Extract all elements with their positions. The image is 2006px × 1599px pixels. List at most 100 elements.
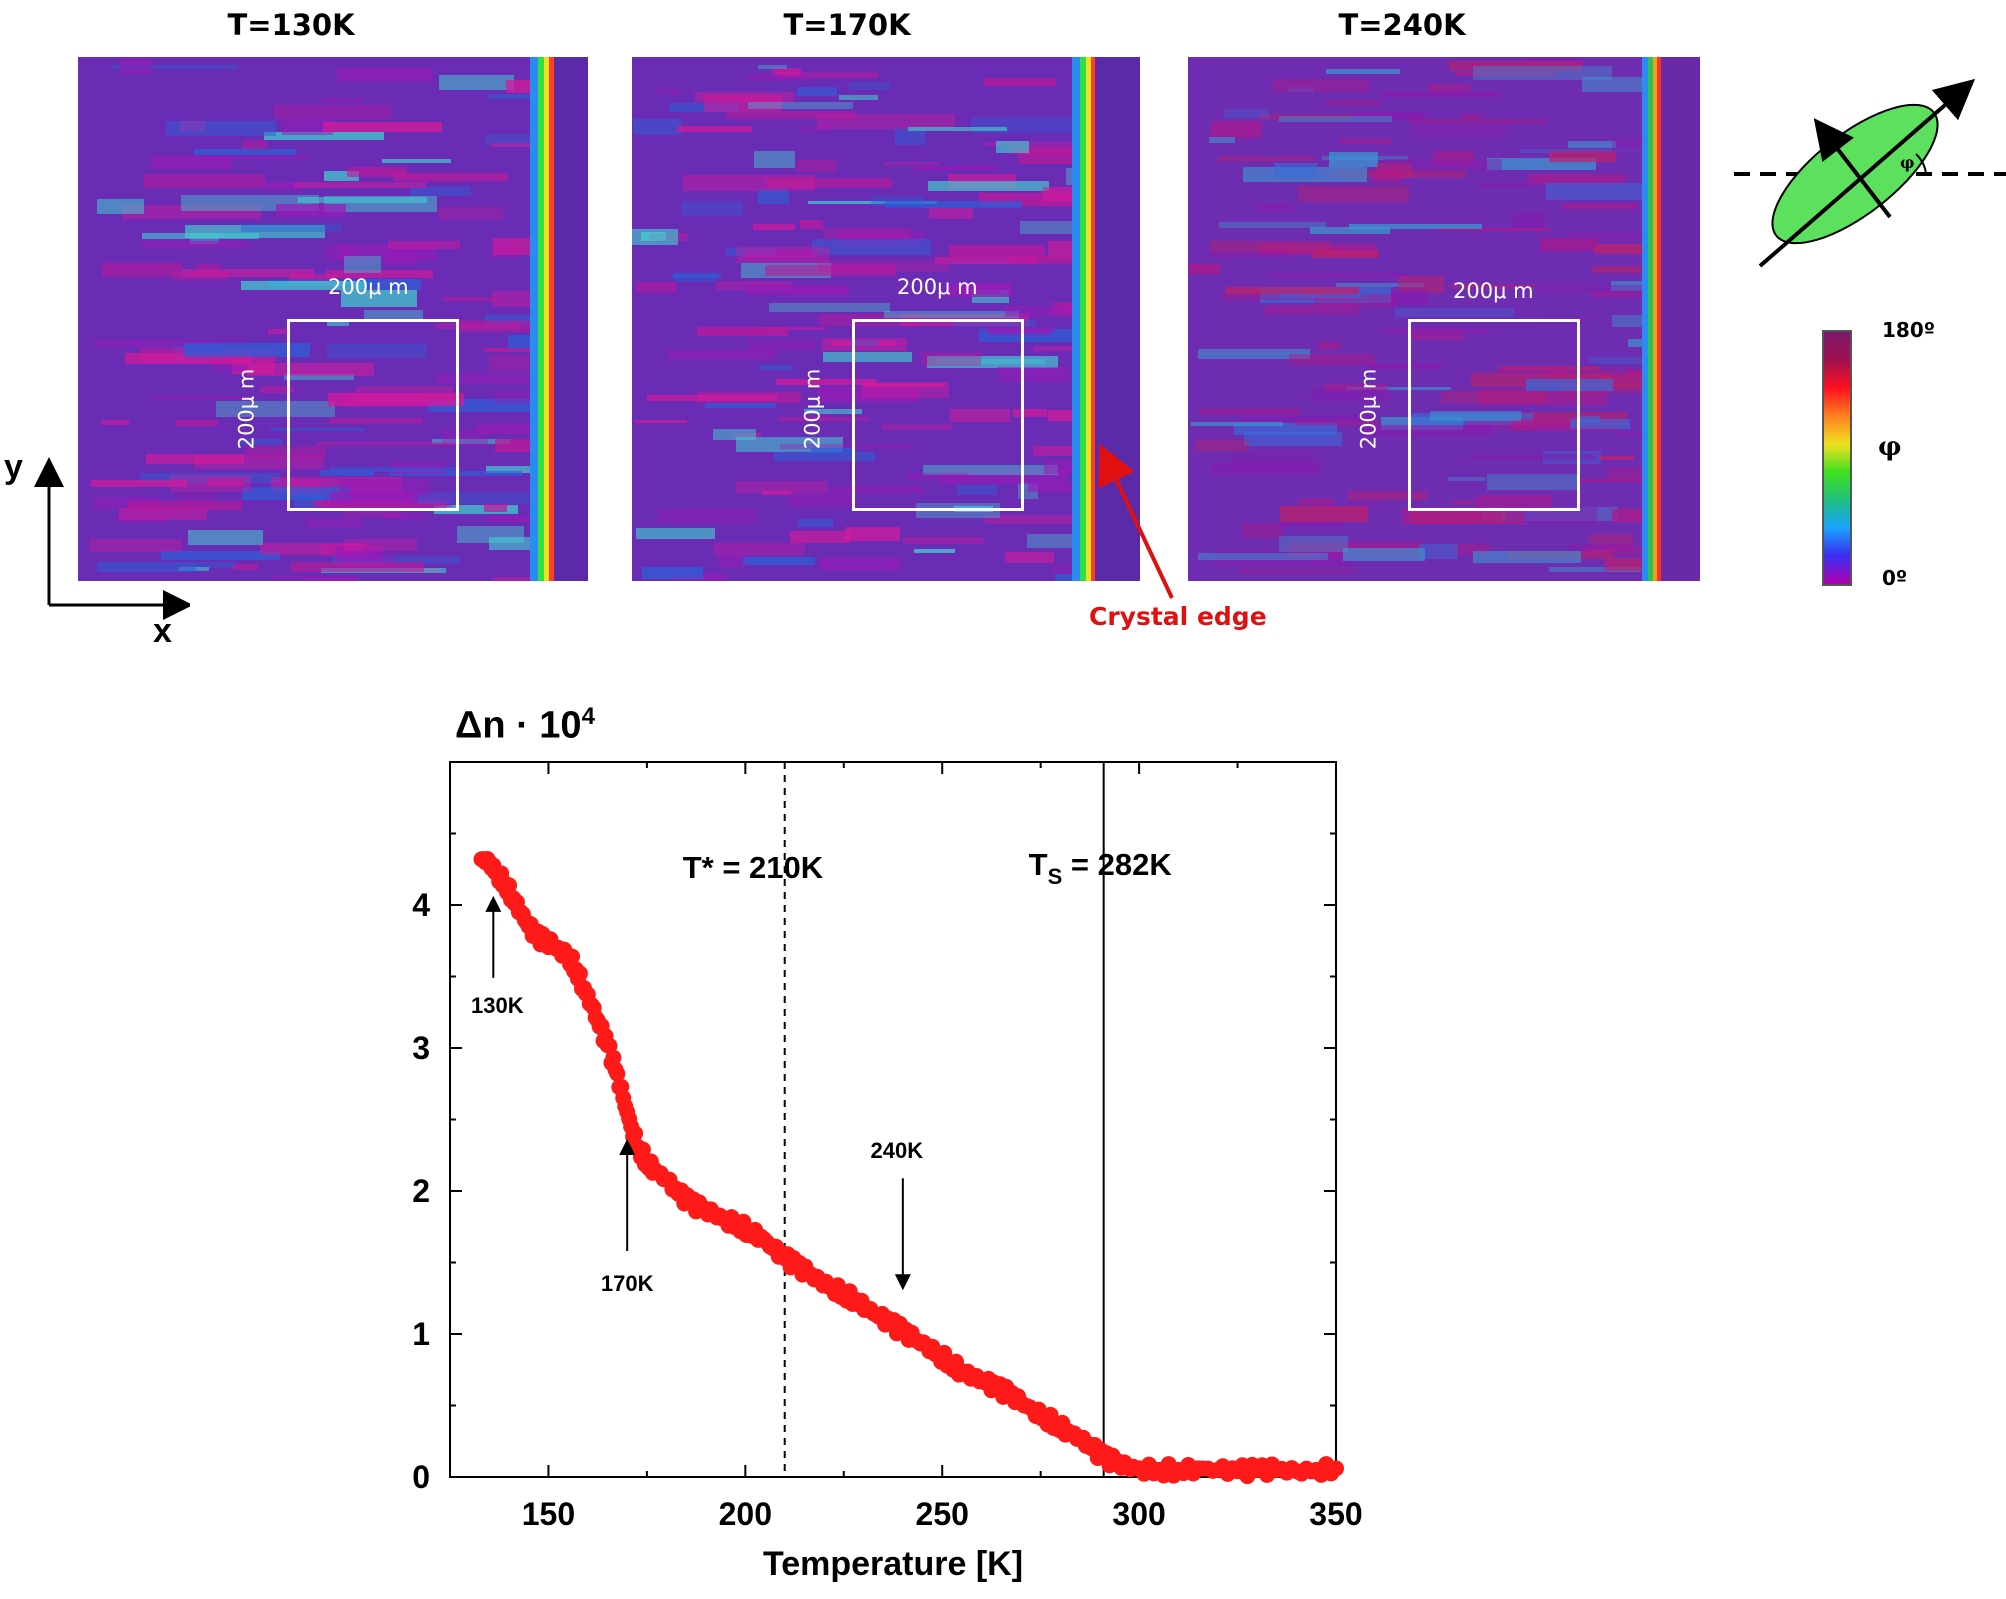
texture-streak <box>1578 479 1642 482</box>
texture-streak <box>141 241 247 248</box>
texture-streak <box>830 486 923 493</box>
texture-streak <box>323 122 442 132</box>
scale-label-horizontal: 200μ m <box>1453 279 1534 303</box>
texture-streak <box>1368 364 1442 369</box>
texture-streak <box>1009 256 1125 264</box>
texture-streak <box>1398 276 1444 293</box>
texture-streak <box>1570 419 1630 429</box>
texture-streak <box>307 518 362 528</box>
texture-streak <box>194 149 296 155</box>
texture-streak <box>672 273 721 278</box>
tstar-label: T* = 210K <box>683 850 824 885</box>
texture-streak <box>442 429 488 446</box>
texture-streak <box>125 353 251 364</box>
panel-title: T=130K <box>227 8 355 42</box>
texture-streak <box>144 174 265 188</box>
texture-streak <box>787 493 857 507</box>
texture-streak <box>91 480 187 487</box>
texture-streak <box>1456 72 1556 76</box>
texture-streak <box>705 403 776 408</box>
texture-streak <box>439 75 514 90</box>
texture-streak <box>1191 422 1283 426</box>
texture-streak <box>412 492 529 504</box>
texture-streak <box>953 320 1036 327</box>
polarization-ellipse-icon: φ <box>1734 78 2006 268</box>
texture-streak <box>242 487 350 500</box>
texture-streak <box>657 89 680 94</box>
texture-streak <box>632 229 678 245</box>
texture-streak <box>175 420 218 426</box>
texture-streak <box>1239 569 1357 573</box>
texture-streak <box>436 323 521 329</box>
texture-streak <box>193 562 235 568</box>
texture-streak <box>1473 551 1581 563</box>
texture-streak <box>895 129 925 145</box>
texture-streak <box>1257 204 1293 211</box>
texture-streak <box>341 290 417 307</box>
texture-streak <box>772 68 801 75</box>
ts-label: TS = 282K <box>1029 847 1173 889</box>
texture-streak <box>326 270 433 278</box>
scale-label-horizontal: 200μ m <box>897 275 978 299</box>
texture-streak <box>1259 114 1352 120</box>
texture-streak <box>198 156 309 160</box>
texture-streak <box>823 228 910 241</box>
texture-streak <box>1602 375 1647 388</box>
y-axis-letter: y <box>4 448 23 486</box>
texture-streak <box>1433 151 1474 166</box>
y-tick-label: 0 <box>412 1459 430 1495</box>
texture-streak <box>188 530 263 545</box>
texture-streak <box>385 513 425 519</box>
texture-streak <box>484 504 507 512</box>
texture-streak <box>1536 285 1644 293</box>
texture-streak <box>1540 238 1598 251</box>
data-point <box>501 877 518 894</box>
texture-streak <box>1522 58 1584 62</box>
texture-streak <box>1419 544 1458 559</box>
texture-streak <box>669 103 738 112</box>
texture-streak <box>457 320 540 332</box>
texture-streak <box>714 543 805 555</box>
texture-streak <box>493 577 558 581</box>
texture-streak <box>327 344 427 358</box>
panel-title: T=240K <box>1338 8 1466 42</box>
texture-streak <box>486 466 540 473</box>
texture-streak <box>1478 389 1607 405</box>
texture-streak <box>305 577 357 581</box>
texture-streak <box>914 166 996 170</box>
texture-streak <box>818 387 918 402</box>
y-tick-label: 1 <box>412 1316 430 1352</box>
texture-streak <box>839 95 878 100</box>
texture-streak <box>1299 499 1334 505</box>
texture-streak <box>1384 159 1502 171</box>
x-tick-label: 250 <box>916 1496 969 1532</box>
texture-streak <box>322 98 363 102</box>
texture-streak <box>434 505 518 514</box>
texture-streak <box>1476 495 1552 509</box>
texture-streak <box>1244 432 1342 446</box>
texture-streak <box>1273 79 1369 92</box>
map-texture <box>632 57 1140 581</box>
texture-streak <box>1222 294 1351 300</box>
texture-streak <box>769 303 890 312</box>
texture-streak <box>241 281 365 290</box>
x-axis-label: Temperature [K] <box>762 1545 1024 1583</box>
texture-streak <box>1313 250 1379 258</box>
texture-streak <box>1513 212 1544 228</box>
texture-streak <box>325 245 354 261</box>
texture-streak <box>1448 477 1486 481</box>
texture-streak <box>737 247 829 263</box>
texture-streak <box>921 352 981 366</box>
roi-box <box>852 319 1024 511</box>
texture-streak <box>1466 420 1535 429</box>
texture-streak <box>345 511 402 517</box>
texture-streak <box>765 265 896 276</box>
texture-streak <box>1052 563 1086 574</box>
texture-streak <box>410 187 471 196</box>
texture-streak <box>1311 388 1390 401</box>
texture-streak <box>1005 306 1136 317</box>
texture-streak <box>1469 454 1597 460</box>
texture-streak <box>754 151 795 168</box>
texture-streak <box>636 528 715 539</box>
texture-streak <box>759 365 793 370</box>
